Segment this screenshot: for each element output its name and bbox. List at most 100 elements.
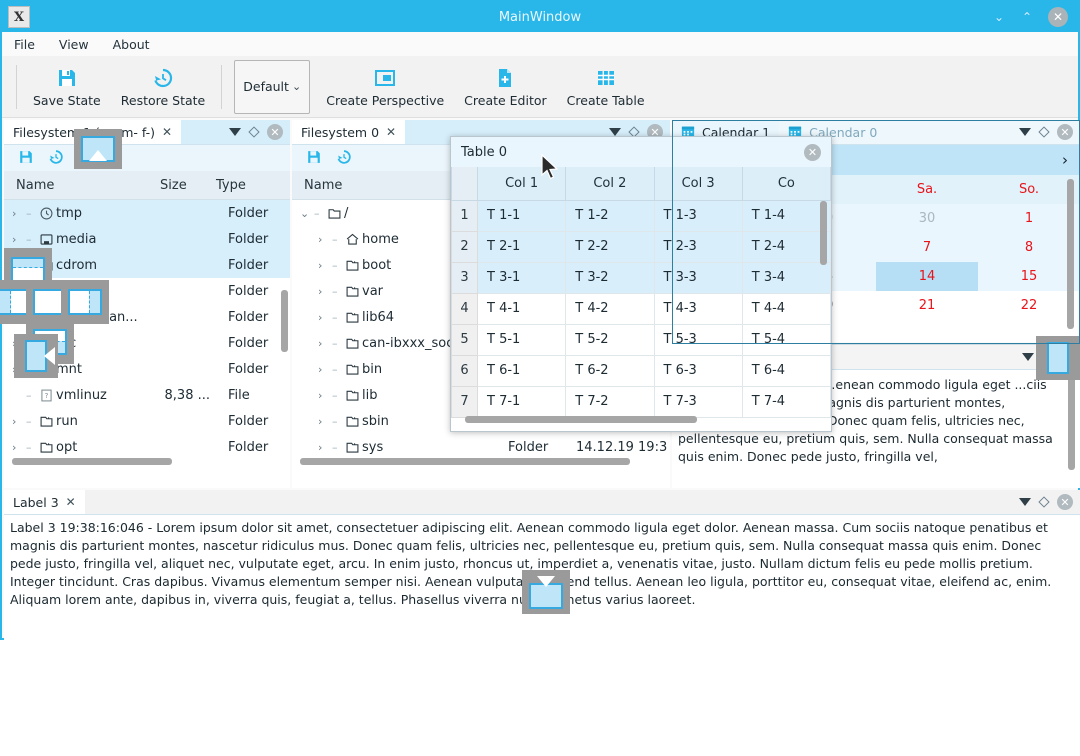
calendar-day-cell[interactable]: 22 — [1020, 298, 1038, 313]
table0-horizontal-scrollbar[interactable] — [465, 416, 697, 423]
perspective-combo[interactable]: Default ⌄ — [234, 59, 311, 114]
table-cell[interactable]: T 6-1 — [476, 354, 567, 387]
column-header-name[interactable]: Name — [16, 177, 55, 193]
calendar-next-month-icon[interactable]: › — [1062, 151, 1068, 169]
tab-close-icon[interactable]: ✕ — [386, 125, 397, 139]
calendar-day-cell[interactable]: 15 — [1020, 269, 1038, 284]
column-header[interactable]: Col 3 — [653, 167, 743, 201]
vertical-scrollbar[interactable] — [281, 290, 288, 352]
expand-arrow-icon[interactable]: › — [318, 440, 323, 454]
calendar-day-cell[interactable]: 1 — [1024, 211, 1034, 226]
tab-filesystem0[interactable]: Filesystem 0 ✕ — [292, 120, 406, 144]
calendar-day-cell[interactable]: 7 — [922, 240, 932, 255]
panel-close-icon[interactable]: ✕ — [1057, 124, 1073, 140]
table-cell[interactable]: T 5-1 — [476, 323, 567, 356]
dock-area-left-indicator[interactable] — [14, 334, 58, 378]
menu-triangle-icon[interactable] — [1019, 498, 1031, 506]
save-state-button[interactable]: Save State — [23, 64, 111, 110]
column-header[interactable]: Co — [741, 167, 831, 201]
table-cell[interactable]: T 5-3 — [653, 323, 743, 356]
float-diamond-icon[interactable] — [1038, 126, 1050, 138]
table-cell[interactable]: T 7-4 — [741, 385, 831, 418]
column-header[interactable]: Col 2 — [565, 167, 655, 201]
dock-area-bottom-indicator[interactable] — [522, 570, 570, 614]
table-row[interactable]: –? vmlinuz 8,38 ... File — [4, 382, 290, 408]
table-row[interactable]: › – boot — [292, 252, 670, 278]
table-cell[interactable]: T 7-1 — [476, 385, 567, 418]
restore-icon[interactable] — [336, 149, 352, 168]
menu-triangle-icon[interactable] — [229, 128, 241, 136]
row-number[interactable]: 5 — [451, 323, 478, 356]
expand-arrow-icon[interactable]: ⌄ — [300, 206, 310, 220]
table-row[interactable]: › – run Folder — [4, 408, 290, 434]
menu-item-about[interactable]: About — [112, 36, 150, 52]
close-icon[interactable]: ✕ — [1048, 7, 1068, 27]
create-table-button[interactable]: Create Table — [557, 64, 655, 110]
table-cell[interactable]: T 7-2 — [565, 385, 655, 418]
menu-item-file[interactable]: File — [14, 36, 35, 52]
table-cell[interactable]: T 6-4 — [741, 354, 831, 387]
expand-arrow-icon[interactable]: › — [318, 232, 323, 246]
tab-calendar-0[interactable]: Calendar 0 — [779, 120, 886, 144]
table-cell[interactable]: T 6-3 — [653, 354, 743, 387]
column-header-size[interactable]: Size — [160, 177, 187, 193]
expand-arrow-icon[interactable]: › — [318, 388, 323, 402]
expand-arrow-icon[interactable]: › — [318, 258, 323, 272]
column-header-type[interactable]: Type — [216, 177, 246, 193]
table-cell[interactable]: T 3-3 — [653, 261, 743, 294]
floating-window-table0[interactable]: Table 0 ✕ Col 1 Col 2 Col 3 Co 1 T 1-1 T 1-2 T … — [450, 136, 832, 432]
calendar-day-cell[interactable]: 21 — [918, 298, 936, 313]
tab-close-icon[interactable]: ✕ — [65, 495, 76, 509]
expand-arrow-icon[interactable]: › — [318, 310, 323, 324]
panel-close-icon[interactable]: ✕ — [267, 124, 283, 140]
table-cell[interactable]: T 6-2 — [565, 354, 655, 387]
save-icon[interactable] — [18, 149, 34, 168]
horizontal-scrollbar[interactable] — [12, 458, 172, 465]
float-diamond-icon[interactable] — [248, 126, 260, 138]
expand-arrow-icon[interactable]: › — [318, 284, 323, 298]
table-row[interactable]: › – opt Folder — [4, 434, 290, 460]
maximize-icon[interactable]: ⌃ — [1021, 10, 1033, 24]
create-perspective-button[interactable]: Create Perspective — [316, 64, 454, 110]
tab-calendar-1[interactable]: Calendar 1 — [672, 120, 780, 144]
table-corner-header[interactable] — [451, 167, 478, 201]
tab-label3[interactable]: Label 3 ✕ — [4, 490, 85, 514]
table-cell[interactable]: T 5-2 — [565, 323, 655, 356]
table-cell[interactable]: T 4-1 — [476, 292, 567, 325]
table-row[interactable]: › – sys Folder 14.12.19 19:3 — [292, 434, 670, 460]
table0-vertical-scrollbar[interactable] — [820, 201, 827, 265]
menu-item-view[interactable]: View — [58, 36, 89, 52]
expand-arrow-icon[interactable]: › — [12, 206, 17, 220]
expand-arrow-icon[interactable]: › — [318, 336, 323, 350]
table-cell[interactable]: T 3-4 — [741, 261, 831, 294]
expand-arrow-icon[interactable]: › — [12, 414, 17, 428]
horizontal-scrollbar[interactable] — [300, 458, 630, 465]
table-row[interactable]: ⌄ – / — [292, 200, 670, 226]
table-cell[interactable]: T 1-3 — [653, 199, 743, 232]
dock-area-top-indicator[interactable] — [74, 129, 122, 169]
table-row[interactable]: › – home — [292, 226, 670, 252]
menu-triangle-icon[interactable] — [1021, 353, 1034, 361]
table-row[interactable]: › – tmp Folder — [4, 200, 290, 226]
restore-state-button[interactable]: Restore State — [111, 64, 216, 110]
row-number[interactable]: 4 — [451, 292, 478, 325]
menu-triangle-icon[interactable] — [609, 128, 621, 136]
table-row[interactable]: › – media Folder — [4, 226, 290, 252]
table-cell[interactable]: T 3-2 — [565, 261, 655, 294]
table-row[interactable]: › – lib — [292, 382, 670, 408]
float-diamond-icon[interactable] — [1038, 496, 1050, 508]
table0-title-bar[interactable]: Table 0 ✕ — [451, 137, 831, 167]
table-cell[interactable]: T 1-2 — [565, 199, 655, 232]
table-row[interactable]: › – bin — [292, 356, 670, 382]
table-cell[interactable]: T 1-1 — [476, 199, 567, 232]
create-editor-button[interactable]: Create Editor — [454, 64, 557, 110]
table-cell[interactable]: T 4-2 — [565, 292, 655, 325]
row-number[interactable]: 6 — [451, 354, 478, 387]
table-cell[interactable]: T 2-2 — [565, 230, 655, 263]
table-cell[interactable]: T 4-3 — [653, 292, 743, 325]
expand-arrow-icon[interactable]: › — [318, 414, 323, 428]
minimize-icon[interactable]: ⌄ — [993, 10, 1005, 24]
